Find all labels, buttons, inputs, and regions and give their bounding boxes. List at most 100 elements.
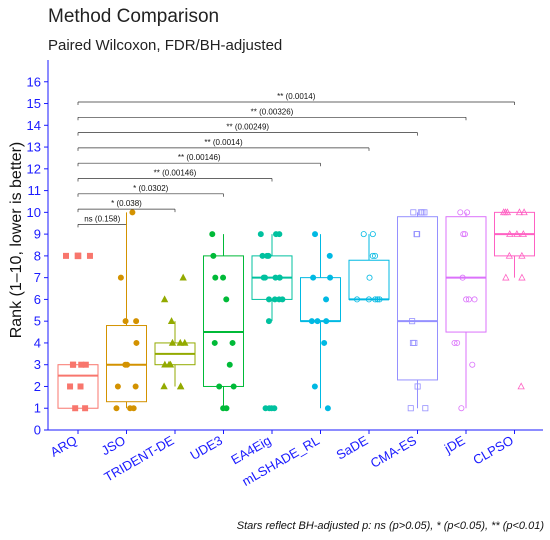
box-SaDE <box>348 259 390 300</box>
data-point <box>312 231 319 238</box>
data-point <box>324 405 331 412</box>
significance-label: ** (0.00249) <box>226 123 269 132</box>
data-point <box>265 296 272 303</box>
data-point <box>210 252 217 259</box>
data-point <box>374 296 381 303</box>
data-points <box>63 208 528 412</box>
data-point <box>464 209 471 216</box>
data-point <box>515 208 524 216</box>
y-tick-label: 2 <box>34 379 41 394</box>
data-point <box>321 339 328 346</box>
y-tick-label: 14 <box>27 118 41 133</box>
data-point <box>176 338 184 346</box>
y-tick-label: 1 <box>34 401 41 416</box>
y-tick-label: 9 <box>34 227 41 242</box>
data-point <box>160 382 168 390</box>
y-tick-label: 3 <box>34 357 41 372</box>
data-point <box>177 382 185 390</box>
data-point <box>454 339 461 346</box>
y-tick-label: 7 <box>34 270 41 285</box>
data-point <box>271 405 278 412</box>
data-point <box>130 405 137 412</box>
data-point <box>520 208 528 216</box>
data-point <box>160 295 169 303</box>
data-point <box>465 296 472 303</box>
data-point <box>460 231 467 238</box>
y-tick-label: 4 <box>34 335 41 350</box>
y-axis-label: Rank (1–10, lower is better) <box>8 142 25 339</box>
data-point <box>421 209 428 216</box>
data-point <box>518 273 526 281</box>
data-point <box>271 296 278 303</box>
x-tick-label: SaDE <box>334 432 371 462</box>
data-point <box>223 296 230 303</box>
data-point <box>327 274 334 281</box>
data-point <box>220 274 227 281</box>
data-point <box>506 230 514 237</box>
significance-label: * (0.038) <box>111 199 142 208</box>
y-tick-label: 16 <box>27 74 41 89</box>
data-point <box>82 405 89 412</box>
box-plots <box>57 211 535 409</box>
data-point <box>181 338 189 346</box>
data-point <box>413 231 420 238</box>
data-point <box>230 383 237 390</box>
x-tick-label: UDE3 <box>187 433 225 463</box>
data-point <box>365 296 372 303</box>
data-point <box>310 274 317 281</box>
data-point <box>323 296 330 303</box>
data-point <box>220 405 227 412</box>
significance-label: * (0.0302) <box>133 184 168 193</box>
significance-label: ** (0.00146) <box>178 153 221 162</box>
data-point <box>501 208 510 216</box>
data-point <box>326 252 333 259</box>
y-tick-label: 0 <box>34 423 41 438</box>
data-point <box>376 296 383 303</box>
data-point <box>323 318 330 325</box>
data-point <box>471 296 478 303</box>
box-mLSHADE_RL <box>300 277 341 322</box>
data-point <box>211 339 218 346</box>
data-point <box>133 339 140 346</box>
significance-label: ** (0.00326) <box>251 107 294 116</box>
data-point <box>308 318 315 325</box>
data-point <box>132 383 139 390</box>
y-tick-label: 11 <box>28 183 42 198</box>
data-point <box>459 274 466 281</box>
data-point <box>463 296 470 303</box>
data-point <box>517 382 525 390</box>
y-tick-label: 13 <box>27 140 41 155</box>
data-point <box>513 230 521 237</box>
data-point <box>216 383 223 390</box>
data-point <box>77 383 84 390</box>
data-point <box>354 296 361 303</box>
data-point <box>67 383 74 390</box>
data-point <box>419 209 426 216</box>
data-point <box>122 318 129 325</box>
data-point <box>229 339 236 346</box>
y-tick-label: 6 <box>34 292 41 307</box>
y-tick-label: 12 <box>27 161 41 176</box>
data-point <box>505 251 514 259</box>
y-tick-label: 5 <box>34 314 41 329</box>
data-point <box>212 274 219 281</box>
x-tick-label: CMA-ES <box>368 432 420 470</box>
data-point <box>414 383 421 390</box>
data-point <box>257 231 264 238</box>
y-tick-label: 8 <box>34 248 41 263</box>
x-tick-label: JSO <box>99 433 128 459</box>
outlier-point <box>74 252 82 260</box>
x-tick-label: CLPSO <box>470 433 516 468</box>
data-point <box>168 338 177 346</box>
chart-title: Method Comparison <box>48 6 219 27</box>
y-tick-label: 10 <box>27 205 41 220</box>
data-point <box>114 383 121 390</box>
data-point <box>518 251 526 259</box>
data-point <box>72 405 79 412</box>
box-ARQ <box>57 364 99 409</box>
data-point <box>129 209 136 216</box>
box-jDE <box>445 216 487 333</box>
data-point <box>167 317 176 324</box>
